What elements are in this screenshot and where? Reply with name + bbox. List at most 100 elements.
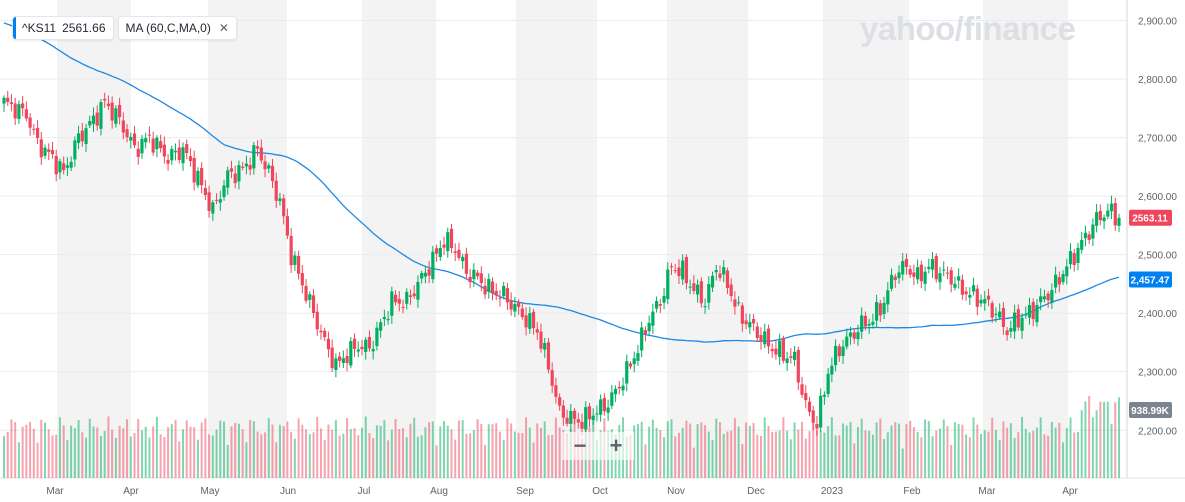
time-tick-label: Mar bbox=[978, 486, 996, 497]
candle-body bbox=[80, 130, 84, 142]
candle-body bbox=[751, 318, 756, 324]
volume-bar bbox=[942, 419, 945, 478]
volume-bar bbox=[812, 417, 815, 478]
candle-body bbox=[431, 251, 435, 280]
candle-body bbox=[636, 353, 640, 361]
candle-body bbox=[106, 103, 111, 106]
candle-body bbox=[647, 322, 651, 332]
candle-body bbox=[248, 164, 252, 170]
candle-body bbox=[785, 358, 789, 364]
candle-body bbox=[159, 141, 163, 149]
candle-body bbox=[371, 349, 375, 352]
candle-body bbox=[677, 267, 681, 277]
candle-body bbox=[304, 286, 308, 301]
candle-body bbox=[21, 103, 25, 109]
candle-body bbox=[830, 365, 834, 375]
candle-body bbox=[748, 322, 752, 328]
volume-bar bbox=[256, 431, 259, 478]
volume-bar bbox=[808, 431, 811, 478]
volume-bar bbox=[364, 416, 367, 478]
candle-body bbox=[136, 148, 140, 157]
zoom-in-button[interactable]: + bbox=[609, 433, 623, 458]
volume-bar bbox=[498, 431, 501, 478]
volume-bar bbox=[797, 429, 800, 478]
volume-bar bbox=[174, 419, 177, 478]
volume-bar bbox=[939, 428, 942, 478]
candle-body bbox=[852, 332, 856, 339]
volume-bar bbox=[644, 444, 647, 478]
volume-bar bbox=[435, 445, 438, 478]
candle-body bbox=[382, 317, 386, 320]
candle-body bbox=[386, 319, 390, 321]
volume-bar bbox=[148, 437, 151, 478]
candle-body bbox=[1039, 296, 1043, 303]
volume-bar bbox=[155, 416, 158, 478]
volume-bar bbox=[181, 429, 184, 478]
candle-body bbox=[781, 338, 785, 361]
candle-body bbox=[696, 284, 700, 295]
candle-body bbox=[766, 328, 771, 347]
candle-body bbox=[886, 290, 890, 305]
candle-body bbox=[222, 185, 226, 197]
candle-body bbox=[114, 108, 118, 124]
candle-body bbox=[334, 358, 338, 370]
candle-body bbox=[938, 273, 942, 283]
candle-body bbox=[1106, 210, 1110, 217]
volume-bar bbox=[301, 424, 304, 478]
candle-body bbox=[330, 347, 334, 369]
volume-bar bbox=[965, 434, 968, 478]
candle-body bbox=[949, 270, 953, 285]
volume-bar bbox=[920, 437, 923, 478]
candle-body bbox=[856, 332, 860, 340]
candle-body bbox=[1005, 330, 1009, 336]
volume-bar bbox=[10, 419, 13, 478]
indicator-pill[interactable]: MA (60,C,MA,0) ✕ bbox=[117, 16, 237, 40]
candle-body bbox=[296, 255, 301, 274]
volume-bar bbox=[961, 424, 964, 478]
volume-bar bbox=[99, 435, 102, 478]
volume-bar bbox=[431, 421, 434, 478]
zoom-out-button[interactable]: − bbox=[573, 433, 587, 458]
close-icon[interactable]: ✕ bbox=[218, 21, 229, 35]
volume-bar bbox=[853, 443, 856, 478]
candle-body bbox=[807, 401, 812, 412]
candle-body bbox=[1050, 290, 1054, 303]
candle-body bbox=[617, 386, 621, 389]
volume-bar bbox=[252, 421, 255, 478]
volume-bar bbox=[297, 418, 300, 478]
volume-bar bbox=[17, 442, 20, 478]
time-tick-label: Apr bbox=[123, 486, 139, 497]
candle-body bbox=[147, 134, 152, 136]
candle-body bbox=[729, 284, 733, 297]
volume-bar bbox=[1073, 432, 1076, 478]
volume-bar bbox=[987, 431, 990, 478]
volume-bar bbox=[245, 442, 248, 478]
volume-bar bbox=[700, 422, 703, 478]
candle-body bbox=[259, 147, 263, 161]
volume-bar bbox=[789, 439, 792, 478]
candle-body bbox=[472, 269, 476, 280]
volume-bar bbox=[1058, 422, 1061, 478]
volume-bar bbox=[801, 421, 804, 478]
candle-body bbox=[953, 283, 957, 288]
volume-bar bbox=[1047, 435, 1050, 478]
volume-bar bbox=[29, 421, 32, 478]
volume-bar bbox=[838, 435, 841, 478]
candle-body bbox=[405, 291, 409, 304]
volume-bar bbox=[114, 437, 117, 478]
volume-bar bbox=[752, 422, 755, 478]
volume-bar bbox=[387, 440, 390, 478]
volume-bar bbox=[237, 423, 240, 478]
volume-bar bbox=[685, 420, 688, 478]
symbol-pill[interactable]: ^KS11 2561.66 bbox=[12, 16, 114, 40]
volume-bar bbox=[883, 439, 886, 478]
candle-body bbox=[241, 166, 245, 168]
candle-body bbox=[121, 120, 125, 133]
volume-bar bbox=[502, 439, 505, 478]
candle-body bbox=[561, 405, 565, 418]
volume-bar bbox=[972, 417, 975, 478]
volume-bar bbox=[167, 427, 170, 478]
candle-body bbox=[229, 168, 234, 172]
